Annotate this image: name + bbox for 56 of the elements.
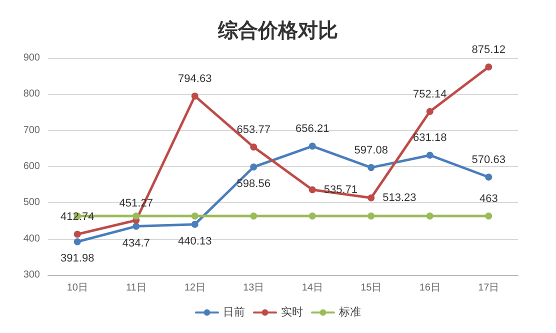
point <box>426 108 434 115</box>
x-tick-label: 15日 <box>360 282 382 294</box>
point <box>426 152 434 159</box>
data-label: 794.63 <box>178 73 212 86</box>
point <box>426 212 434 220</box>
point <box>368 164 375 172</box>
data-label: 391.98 <box>60 252 94 265</box>
point <box>308 212 316 220</box>
x-tick-label: 13日 <box>243 282 264 294</box>
point <box>485 174 492 181</box>
x-tick-label: 14日 <box>302 282 323 294</box>
point <box>308 186 316 194</box>
x-tick-label: 10日 <box>66 282 88 294</box>
chart-title: 综合价格对比 <box>217 19 338 42</box>
legend-label: 实时 <box>281 306 303 318</box>
point <box>250 212 258 220</box>
point <box>132 212 140 220</box>
legend-label: 标准 <box>338 306 361 318</box>
x-tick-label: 17日 <box>478 282 500 294</box>
y-tick-label: 700 <box>23 124 40 136</box>
legend-label: 日前 <box>223 306 245 318</box>
data-label: 653.77 <box>236 124 270 136</box>
y-tick-label: 300 <box>23 270 40 280</box>
y-tick-label: 500 <box>23 197 40 208</box>
point <box>368 212 375 220</box>
data-label: 631.18 <box>413 132 447 144</box>
data-label: 434.7 <box>122 237 150 250</box>
point <box>191 92 198 100</box>
data-label: 570.63 <box>472 154 506 166</box>
y-tick-label: 400 <box>23 233 40 244</box>
x-tick-label: 11日 <box>126 282 146 294</box>
point <box>74 238 81 246</box>
point <box>368 194 375 202</box>
data-label: 535.71 <box>324 184 358 196</box>
data-label: 656.21 <box>296 123 330 136</box>
point <box>191 220 198 228</box>
data-label: 598.56 <box>236 178 270 190</box>
data-label: 440.13 <box>178 235 212 248</box>
point <box>250 164 258 171</box>
x-tick-label: 12日 <box>184 282 206 294</box>
data-label: 463 <box>479 193 498 206</box>
point <box>191 212 198 220</box>
point <box>485 64 492 70</box>
y-tick-label: 800 <box>23 88 40 100</box>
data-label: 513.23 <box>382 192 416 204</box>
data-label: 875.12 <box>472 44 506 56</box>
point <box>74 230 81 238</box>
point <box>250 144 258 151</box>
y-tick-label: 600 <box>23 161 40 172</box>
x-tick-label: 16日 <box>419 282 440 294</box>
point <box>485 212 492 220</box>
point <box>132 222 140 230</box>
point <box>308 142 316 150</box>
y-tick-label: 900 <box>23 52 40 64</box>
data-label: 597.08 <box>354 144 388 157</box>
data-label: 752.14 <box>413 88 447 100</box>
